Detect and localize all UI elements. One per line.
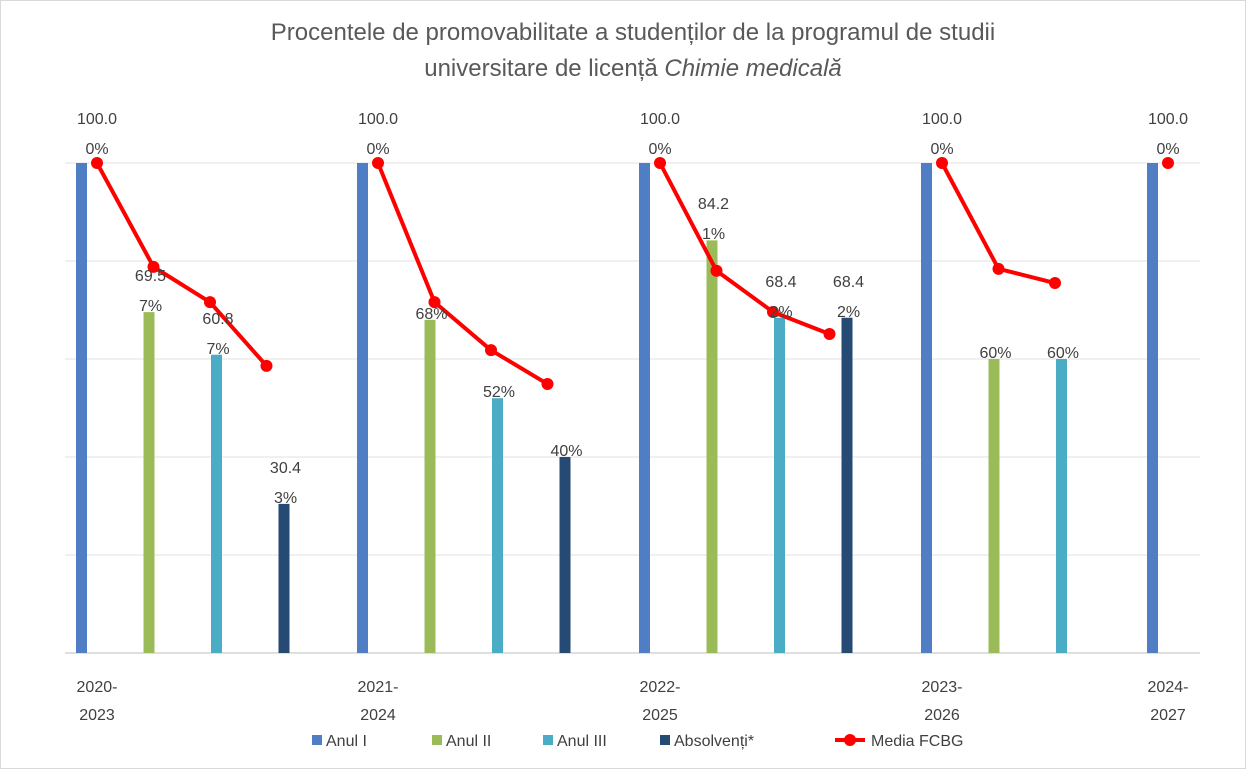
bar	[492, 398, 503, 653]
legend-swatch	[543, 735, 553, 745]
value-label: 100.00%	[639, 111, 681, 158]
legend-swatch	[660, 735, 670, 745]
line-marker	[204, 296, 216, 309]
x-tick-label: 2021- 2024	[358, 679, 399, 724]
legend-label: Anul III	[557, 733, 607, 750]
x-tick-label: 2020- 2023	[77, 679, 118, 724]
value-label: 68.42%	[765, 273, 797, 321]
line-marker	[147, 260, 160, 273]
bar	[921, 163, 932, 653]
legend-label: Media FCBG	[871, 733, 963, 750]
bar	[774, 317, 785, 653]
value-label: 60%	[979, 345, 1012, 362]
line-marker	[1162, 157, 1174, 169]
line-marker	[823, 328, 836, 341]
x-tick-label-line: 2020-	[77, 679, 118, 696]
value-label: 100.00%	[1147, 111, 1189, 158]
bar	[1147, 163, 1158, 653]
x-tick-label: 2022- 2025	[640, 679, 681, 724]
line-marker	[710, 264, 723, 277]
bar	[424, 319, 436, 653]
bar	[988, 359, 1000, 653]
line-marker	[260, 359, 273, 372]
title-italic: Chimie medicală	[664, 55, 841, 82]
line-marker	[428, 296, 441, 309]
bar	[559, 457, 571, 653]
legend-label: Anul I	[326, 733, 367, 750]
bar	[76, 163, 87, 653]
line-marker	[767, 305, 779, 318]
title-line: Procentele de promovabilitate a studenți…	[271, 19, 995, 46]
x-tick-label-line: 2027	[1150, 707, 1186, 724]
bar	[639, 163, 650, 653]
line-marker	[485, 344, 497, 357]
legend-marker	[844, 734, 856, 746]
line-marker	[541, 377, 554, 390]
bar	[1056, 359, 1067, 653]
line-marker	[936, 157, 948, 169]
x-tick-label-line: 2022-	[640, 679, 681, 696]
line	[658, 162, 831, 336]
value-label: 100.00%	[921, 111, 963, 158]
line-marker	[992, 262, 1005, 275]
x-tick-label: 2023- 2026	[922, 679, 963, 724]
line	[95, 162, 268, 368]
title-line: universitare de licență	[424, 55, 658, 82]
value-label: 68.42%	[832, 273, 865, 321]
legend-label: Absolvenți*	[674, 733, 754, 750]
value-label: 40%	[550, 443, 583, 460]
x-tick-label-line: 2023	[79, 707, 115, 724]
value-label: 68%	[415, 305, 448, 323]
line-marker	[1049, 277, 1061, 290]
line-marker	[654, 157, 666, 169]
value-label: 84.21%	[697, 196, 730, 244]
x-tick-label-line: 2026	[924, 707, 960, 724]
x-tick-label-line: 2024-	[1148, 679, 1189, 696]
bar	[841, 317, 853, 653]
value-label: 100.00%	[357, 111, 399, 158]
legend-swatch	[432, 735, 442, 745]
value-label: 100.00%	[76, 111, 118, 158]
bar	[211, 354, 222, 653]
legend-label: Anul II	[446, 733, 491, 750]
x-tick-label: 2024- 2027	[1148, 679, 1189, 724]
value-label: 69.57%	[134, 268, 167, 316]
line	[376, 162, 549, 386]
value-label: 60%	[1046, 345, 1080, 362]
x-tick-label-line: 2024	[360, 707, 396, 724]
line-marker	[372, 157, 384, 169]
legend-swatch	[312, 735, 322, 745]
bar	[143, 312, 155, 653]
bar	[357, 163, 368, 653]
x-tick-label-line: 2023-	[922, 679, 963, 696]
bar	[278, 503, 290, 653]
value-label: 52%	[482, 384, 516, 402]
bar	[706, 240, 718, 653]
value-label: 60.87%	[202, 310, 234, 358]
x-tick-label-line: 2021-	[358, 679, 399, 696]
chart-title: universitare de licență Chimie medicală	[424, 55, 842, 82]
x-tick-label-line: 2025	[642, 707, 678, 724]
chart-title: Procentele de promovabilitate a studenți…	[271, 19, 995, 46]
value-label: 30.43%	[269, 459, 302, 507]
line-marker	[91, 157, 103, 169]
